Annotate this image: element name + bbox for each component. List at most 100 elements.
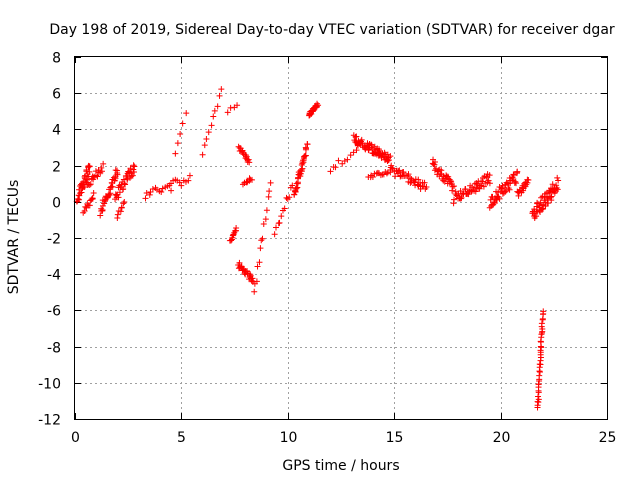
data-point xyxy=(302,146,309,153)
data-point xyxy=(302,152,309,159)
data-point xyxy=(536,361,543,368)
data-point xyxy=(283,194,290,201)
data-point xyxy=(183,110,190,117)
data-point xyxy=(400,168,407,175)
data-point xyxy=(265,193,272,200)
data-point xyxy=(538,194,545,201)
data-point xyxy=(553,182,560,189)
data-point xyxy=(327,168,334,175)
data-point xyxy=(555,177,562,184)
data-point xyxy=(90,190,97,197)
data-point xyxy=(335,157,342,164)
data-point xyxy=(405,171,412,178)
data-point xyxy=(84,176,91,183)
data-point xyxy=(510,172,517,179)
data-point xyxy=(341,157,348,164)
data-point xyxy=(97,212,104,219)
data-point xyxy=(185,177,192,184)
data-point xyxy=(254,263,261,270)
data-point xyxy=(98,168,105,175)
data-point xyxy=(251,288,258,295)
data-point xyxy=(513,180,520,187)
x-tick-label: 10 xyxy=(280,430,298,446)
data-point xyxy=(286,194,293,201)
data-point xyxy=(176,179,183,186)
y-tick-label: -4 xyxy=(47,268,61,284)
data-point xyxy=(493,196,500,203)
data-point xyxy=(142,195,149,202)
data-point xyxy=(75,195,82,202)
data-point xyxy=(229,232,236,239)
data-point xyxy=(121,180,128,187)
data-point xyxy=(347,152,354,159)
data-point xyxy=(239,148,246,155)
data-point xyxy=(353,147,360,154)
data-point xyxy=(369,173,376,180)
data-point xyxy=(385,157,392,164)
data-point xyxy=(216,92,223,99)
data-point xyxy=(387,153,394,160)
data-point xyxy=(105,191,112,198)
data-point xyxy=(276,219,283,226)
data-point xyxy=(300,159,307,166)
x-tick-label: 5 xyxy=(177,430,186,446)
data-point xyxy=(485,177,492,184)
data-point xyxy=(423,184,430,191)
data-point xyxy=(289,182,296,189)
data-point xyxy=(304,141,311,148)
data-point xyxy=(310,107,317,114)
data-point xyxy=(86,168,93,175)
data-point xyxy=(315,102,322,109)
data-point xyxy=(480,183,487,190)
data-point xyxy=(544,195,551,202)
data-point xyxy=(205,129,212,136)
data-point xyxy=(538,320,545,327)
data-point xyxy=(490,201,497,208)
data-point xyxy=(158,189,165,196)
data-point xyxy=(314,100,321,107)
data-point xyxy=(358,136,365,143)
data-point xyxy=(77,190,84,197)
data-point xyxy=(263,207,270,214)
data-point xyxy=(114,211,121,218)
data-point xyxy=(514,168,521,175)
data-point xyxy=(92,168,99,175)
data-point xyxy=(199,151,206,158)
data-point xyxy=(245,156,252,163)
data-point xyxy=(458,194,465,201)
data-point xyxy=(210,113,217,120)
data-point xyxy=(86,202,93,209)
data-point xyxy=(258,237,265,244)
data-point xyxy=(491,200,498,207)
data-point xyxy=(273,224,280,231)
data-point xyxy=(519,184,526,191)
data-point xyxy=(257,245,264,252)
data-point xyxy=(344,156,351,163)
data-point xyxy=(234,102,241,109)
y-tick-label: -2 xyxy=(47,232,61,248)
plot-frame xyxy=(74,56,608,420)
data-point xyxy=(159,185,166,192)
data-point xyxy=(118,204,125,211)
data-point xyxy=(122,181,129,188)
data-point xyxy=(81,207,88,214)
data-point xyxy=(489,193,496,200)
data-point xyxy=(172,150,179,157)
data-point xyxy=(294,180,301,187)
data-point xyxy=(472,188,479,195)
data-point xyxy=(339,160,346,167)
data-point xyxy=(524,179,531,186)
y-tick-label: 0 xyxy=(52,196,61,212)
data-point xyxy=(267,179,274,186)
y-tick-label: 4 xyxy=(52,123,61,139)
data-point xyxy=(396,167,403,174)
x-tick-label: 20 xyxy=(493,430,511,446)
data-point xyxy=(87,181,94,188)
data-point xyxy=(143,190,150,197)
data-point xyxy=(449,187,456,194)
data-point xyxy=(542,203,549,210)
data-point xyxy=(94,173,101,180)
data-point xyxy=(131,169,138,176)
data-point xyxy=(121,199,128,206)
